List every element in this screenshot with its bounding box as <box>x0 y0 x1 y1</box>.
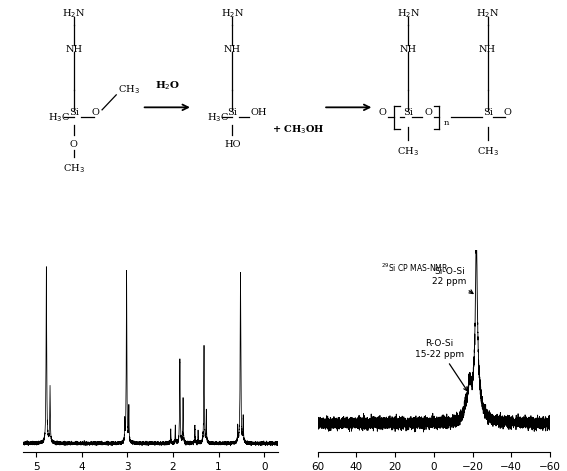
Text: R-O-Si
15-22 ppm: R-O-Si 15-22 ppm <box>415 339 467 391</box>
Text: CH$_3$: CH$_3$ <box>63 162 84 175</box>
Text: H$_3$C: H$_3$C <box>48 111 70 124</box>
Text: $^{29}$Si CP MAS-NMR: $^{29}$Si CP MAS-NMR <box>380 261 448 274</box>
Text: NH: NH <box>224 45 241 54</box>
Text: n: n <box>443 119 448 127</box>
Text: Si: Si <box>403 108 413 117</box>
Text: O: O <box>91 108 99 117</box>
Text: + CH$_3$OH: + CH$_3$OH <box>272 123 325 136</box>
Text: NH: NH <box>400 45 417 54</box>
Text: Si: Si <box>483 108 493 117</box>
Text: NH: NH <box>65 45 82 54</box>
Text: O: O <box>424 108 432 117</box>
Text: H$_2$N: H$_2$N <box>476 8 500 20</box>
Text: O: O <box>503 108 511 117</box>
Text: Si-O-Si
22 ppm: Si-O-Si 22 ppm <box>432 267 473 293</box>
Text: H$_3$C: H$_3$C <box>207 111 229 124</box>
Text: O: O <box>70 140 78 149</box>
Text: H$_2$O: H$_2$O <box>155 80 180 92</box>
Text: NH: NH <box>479 45 496 54</box>
Text: CH$_3$: CH$_3$ <box>118 83 140 96</box>
Text: Si: Si <box>69 108 79 117</box>
Text: CH$_3$: CH$_3$ <box>397 145 419 158</box>
Text: Si: Si <box>227 108 238 117</box>
Text: H$_2$N: H$_2$N <box>221 8 244 20</box>
Text: CH$_3$: CH$_3$ <box>477 145 498 158</box>
Text: HO: HO <box>224 140 241 149</box>
Text: H$_2$N: H$_2$N <box>62 8 86 20</box>
Text: H$_2$N: H$_2$N <box>396 8 420 20</box>
Text: OH: OH <box>251 108 267 117</box>
Text: O: O <box>379 108 387 117</box>
